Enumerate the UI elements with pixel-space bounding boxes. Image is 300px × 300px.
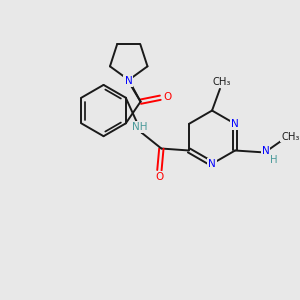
Text: O: O <box>155 172 164 182</box>
Text: N: N <box>231 119 239 129</box>
Text: H: H <box>270 155 277 165</box>
Text: N: N <box>124 76 132 86</box>
Text: CH₃: CH₃ <box>281 132 299 142</box>
Text: N: N <box>262 146 270 157</box>
Text: CH₃: CH₃ <box>213 77 231 87</box>
Text: O: O <box>163 92 171 102</box>
Text: N: N <box>208 159 216 169</box>
Text: NH: NH <box>132 122 147 132</box>
Text: N: N <box>125 76 133 86</box>
